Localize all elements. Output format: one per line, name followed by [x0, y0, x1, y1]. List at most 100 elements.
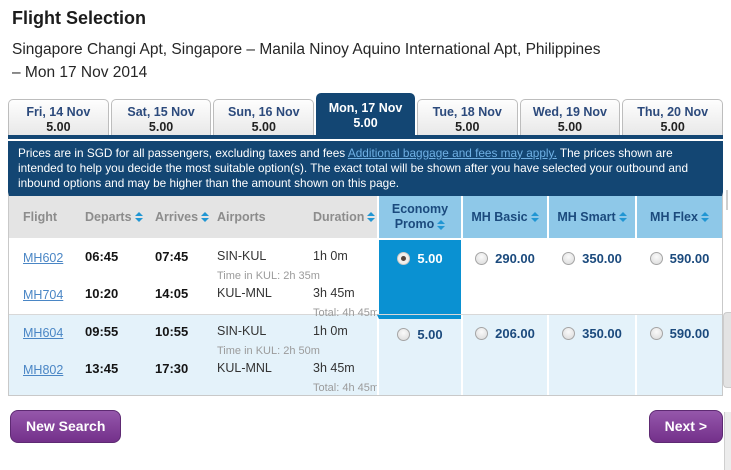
fare-radio-icon[interactable] — [649, 327, 663, 340]
page-title: Flight Selection — [12, 8, 147, 28]
column-header-departs[interactable]: Departs — [85, 210, 155, 224]
fare-radio-icon[interactable] — [649, 252, 663, 265]
new-search-button[interactable]: New Search — [10, 410, 122, 443]
notice-text-before: Prices are in SGD for all passengers, ex… — [18, 146, 348, 160]
fare-price: 350.00 — [582, 326, 622, 341]
flight-number-link[interactable]: MH602 — [23, 251, 64, 265]
tab-date-label: Sat, 15 Nov — [127, 105, 195, 119]
fare-price: 5.00 — [417, 251, 443, 266]
next-button[interactable]: Next > — [648, 410, 723, 443]
fare-cell-mh-basic[interactable]: 206.00 — [461, 315, 547, 395]
date-tab-sun-16-nov[interactable]: Sun, 16 Nov 5.00 — [213, 99, 315, 135]
arrives-time: 07:45 — [155, 249, 189, 264]
column-header-mh-basic[interactable]: MH Basic — [461, 196, 547, 238]
fare-radio-icon[interactable] — [397, 328, 411, 341]
column-header-duration[interactable]: Duration — [313, 210, 377, 224]
sort-icon — [367, 212, 376, 222]
fare-cell-economy-promo[interactable]: 5.00 — [377, 240, 461, 314]
fare-price: 206.00 — [495, 326, 535, 341]
arrives-time: 10:55 — [155, 324, 189, 339]
transit-note: Time in KUL: 2h 50m — [217, 345, 320, 357]
date-tabs: Fri, 14 Nov 5.00 Sat, 15 Nov 5.00 Sun, 1… — [8, 93, 724, 135]
flight-number-link[interactable]: MH704 — [23, 288, 64, 302]
baggage-fees-link[interactable]: Additional baggage and fees may apply. — [347, 146, 557, 160]
segment-duration: 1h 0m — [313, 324, 348, 338]
table-header-left: Flight Departs Arrives Airports Duration — [9, 196, 377, 238]
total-duration-note: Total: 4h 45m — [313, 307, 380, 319]
tab-date-label: Sun, 16 Nov — [228, 105, 300, 119]
tab-underline — [8, 135, 723, 139]
tab-date-label: Fri, 14 Nov — [26, 105, 91, 119]
sort-icon — [530, 212, 539, 222]
sort-icon — [618, 212, 627, 222]
airports-pair: KUL-MNL — [217, 286, 272, 300]
fare-cell-mh-smart[interactable]: 350.00 — [547, 240, 635, 314]
notice-text-after: The prices shown are intended to help yo… — [18, 146, 689, 190]
column-header-economy-promo[interactable]: Economy Promo — [377, 196, 461, 238]
column-header-airports: Airports — [217, 210, 266, 224]
tab-date-label: Wed, 19 Nov — [532, 105, 607, 119]
flight-row-mh602-mh704: MH602 06:45 07:45 SIN-KUL 1h 0m Time in … — [9, 240, 722, 319]
date-tab-sat-15-nov[interactable]: Sat, 15 Nov 5.00 — [110, 99, 212, 135]
sort-icon — [134, 212, 143, 222]
date-tab-tue-18-nov[interactable]: Tue, 18 Nov 5.00 — [416, 99, 518, 135]
page-edge-artifact — [726, 190, 728, 210]
action-bar: New Search Next > — [10, 410, 723, 443]
fare-radio-icon[interactable] — [475, 327, 489, 340]
fare-radio-icon[interactable] — [562, 252, 576, 265]
tab-price-label: 5.00 — [353, 116, 378, 130]
pricing-notice: Prices are in SGD for all passengers, ex… — [8, 141, 723, 196]
airports-pair: SIN-KUL — [217, 324, 267, 338]
fare-price: 590.00 — [669, 251, 710, 266]
column-header-arrives[interactable]: Arrives — [155, 210, 217, 224]
flight-number-link[interactable]: MH802 — [23, 363, 64, 377]
fare-cell-economy-promo[interactable]: 5.00 — [377, 315, 461, 395]
sort-icon — [700, 212, 709, 222]
fare-price: 5.00 — [417, 327, 443, 342]
date-tab-fri-14-nov[interactable]: Fri, 14 Nov 5.00 — [8, 99, 109, 135]
tab-date-label: Tue, 18 Nov — [432, 105, 502, 119]
flight-row-mh604-mh802: MH604 09:55 10:55 SIN-KUL 1h 0m Time in … — [9, 314, 722, 395]
fare-cell-mh-smart[interactable]: 350.00 — [547, 315, 635, 395]
arrives-time: 17:30 — [155, 361, 189, 376]
sort-icon — [201, 212, 210, 222]
departs-time: 13:45 — [85, 361, 119, 376]
tab-date-label: Mon, 17 Nov — [328, 101, 403, 115]
column-header-mh-smart[interactable]: MH Smart — [547, 196, 635, 238]
fare-radio-icon[interactable] — [397, 252, 411, 265]
date-tab-thu-20-nov[interactable]: Thu, 20 Nov 5.00 — [622, 99, 724, 135]
departs-time: 06:45 — [85, 249, 119, 264]
tab-price-label: 5.00 — [251, 120, 276, 134]
flight-details: MH604 09:55 10:55 SIN-KUL 1h 0m Time in … — [9, 315, 379, 395]
tab-price-label: 5.00 — [557, 120, 583, 134]
departs-time: 10:20 — [85, 286, 119, 301]
tab-price-label: 5.00 — [660, 120, 685, 134]
date-tab-mon-17-nov[interactable]: Mon, 17 Nov 5.00 — [316, 93, 415, 135]
flight-table: Flight Departs Arrives Airports Duration… — [8, 192, 723, 396]
table-header-row: Flight Departs Arrives Airports Duration… — [9, 196, 722, 240]
flight-details: MH602 06:45 07:45 SIN-KUL 1h 0m Time in … — [9, 240, 379, 319]
page-edge-artifact — [724, 412, 731, 470]
sort-icon — [437, 219, 446, 230]
fare-radio-icon[interactable] — [562, 327, 576, 340]
airports-pair: KUL-MNL — [217, 361, 272, 375]
flight-number-link[interactable]: MH604 — [23, 326, 64, 340]
fare-cell-mh-basic[interactable]: 290.00 — [461, 240, 547, 314]
tab-date-label: Thu, 20 Nov — [637, 105, 709, 119]
fare-price: 590.00 — [669, 326, 710, 341]
segment-duration: 3h 45m — [313, 286, 355, 300]
column-header-mh-flex[interactable]: MH Flex — [635, 196, 722, 238]
tab-price-label: 5.00 — [148, 120, 174, 134]
tab-price-label: 5.00 — [455, 120, 480, 134]
arrives-time: 14:05 — [155, 286, 189, 301]
fare-cell-mh-flex[interactable]: 590.00 — [635, 240, 722, 314]
fare-radio-icon[interactable] — [475, 252, 489, 265]
transit-note: Time in KUL: 2h 35m — [217, 270, 320, 282]
airports-pair: SIN-KUL — [217, 249, 267, 263]
fare-cell-mh-flex[interactable]: 590.00 — [635, 315, 722, 395]
date-tab-wed-19-nov[interactable]: Wed, 19 Nov 5.00 — [519, 99, 621, 135]
fare-price: 290.00 — [495, 251, 535, 266]
total-duration-note: Total: 4h 45m — [313, 382, 380, 394]
route-summary: Singapore Changi Apt, Singapore – Manila… — [12, 41, 601, 81]
page-edge-artifact — [723, 312, 731, 388]
